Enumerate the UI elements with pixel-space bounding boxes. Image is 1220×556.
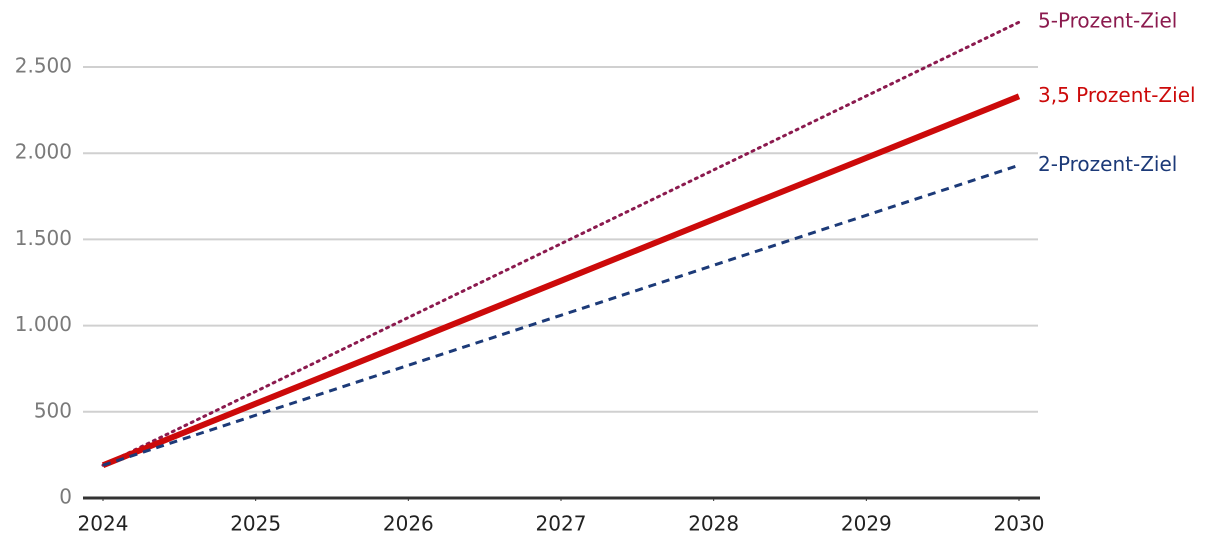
x-tick-label: 2027 bbox=[536, 512, 587, 536]
series-line bbox=[102, 163, 1020, 467]
x-tick-label: 2024 bbox=[78, 512, 129, 536]
x-tick-label: 2026 bbox=[383, 512, 434, 536]
y-tick-label: 0 bbox=[59, 485, 72, 509]
x-tick-label: 2030 bbox=[994, 512, 1045, 536]
y-tick-label: 2.000 bbox=[15, 140, 72, 164]
y-tick-label: 2.500 bbox=[15, 54, 72, 78]
series-label: 5-Prozent-Ziel bbox=[1038, 9, 1177, 33]
x-tick-label: 2029 bbox=[841, 512, 892, 536]
x-tick-label: 2028 bbox=[688, 512, 739, 536]
series-label: 3,5 Prozent-Ziel bbox=[1038, 83, 1196, 107]
y-tick-label: 500 bbox=[34, 398, 72, 422]
y-tick-label: 1.500 bbox=[15, 226, 72, 250]
series-label: 2-Prozent-Ziel bbox=[1038, 152, 1177, 176]
series-line bbox=[101, 20, 1021, 467]
x-tick-label: 2025 bbox=[230, 512, 281, 536]
y-tick-label: 1.000 bbox=[15, 312, 72, 336]
series-line bbox=[101, 93, 1021, 469]
